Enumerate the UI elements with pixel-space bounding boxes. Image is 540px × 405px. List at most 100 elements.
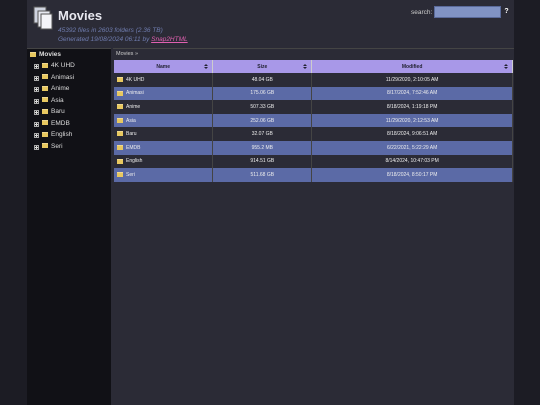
cell: 6/22/2021, 5:22:29 AM — [311, 140, 513, 155]
expand-box[interactable] — [34, 133, 39, 138]
tree-item[interactable]: Asia — [42, 97, 64, 104]
cell: 8/18/2024, 9:06:51 AM — [311, 127, 513, 141]
cell: 32.07 GB — [212, 127, 313, 141]
file-row[interactable]: EMDB 955.2 MB 6/22/2021, 5:22:29 AM — [114, 140, 513, 155]
search-label: search: — [411, 9, 433, 16]
file-row[interactable]: Baru 32.07 GB 8/18/2024, 9:06:51 AM — [114, 127, 513, 141]
cell-text: Asia — [126, 117, 136, 124]
header-row: Name Size Modified — [114, 60, 513, 73]
file-row[interactable]: Animasi 175.06 GB 8/17/2024, 7:52:46 AM — [114, 86, 513, 101]
expand-box[interactable] — [34, 75, 39, 81]
expand-box[interactable] — [34, 64, 39, 69]
cell: 11/29/2020, 2:10:05 AM — [311, 73, 513, 87]
column-header[interactable]: Modified — [311, 60, 513, 73]
cell: 511.68 GB — [212, 168, 313, 182]
tree-root[interactable]: Movies — [30, 51, 61, 58]
folder-icon — [117, 131, 123, 137]
folder-icon — [42, 108, 48, 114]
file-row[interactable]: Asia 252.06 GB 11/29/2020, 2:12:53 AM — [114, 113, 513, 128]
column-header[interactable]: Name — [114, 60, 214, 73]
file-row[interactable]: Anime 507.33 GB 8/18/2024, 1:19:18 PM — [114, 100, 513, 114]
sort-arrow — [303, 64, 308, 69]
column-header-label: Size — [257, 63, 268, 70]
expand-box[interactable] — [34, 110, 39, 115]
expand-box[interactable] — [34, 87, 39, 92]
tree-item[interactable]: Animasi — [42, 74, 74, 81]
cell: 8/18/2024, 1:19:18 PM — [311, 100, 513, 114]
cell: Baru — [114, 127, 214, 141]
cell-text: Anime — [126, 103, 141, 110]
help-button[interactable]: ? — [504, 8, 509, 15]
breadcrumb[interactable]: Movies » — [116, 51, 139, 57]
cell-text: 8/18/2024, 1:19:18 PM — [386, 103, 438, 110]
cell-text: 955.2 MB — [251, 144, 274, 151]
stats: 45392 files in 2603 folders (2.36 TB) — [58, 27, 163, 34]
logo — [33, 6, 53, 30]
sort-arrow — [204, 64, 209, 69]
tree-item[interactable]: Baru — [42, 108, 65, 115]
cell-text: 8/17/2024, 7:52:46 AM — [386, 90, 438, 97]
tree-item[interactable]: English — [42, 131, 72, 138]
cell-text: 511.68 GB — [250, 171, 275, 178]
tree-item[interactable]: 4K UHD — [42, 62, 75, 69]
cell: 914.51 GB — [212, 154, 313, 169]
folder-icon — [42, 97, 48, 103]
expand-box[interactable] — [34, 98, 39, 104]
generator-link[interactable]: Snap2HTML — [151, 36, 188, 43]
cell: 252.06 GB — [212, 113, 313, 128]
cell: 4K UHD — [114, 73, 214, 87]
cell-text: 32.07 GB — [251, 131, 273, 138]
tree-item-label: Anime — [51, 85, 70, 92]
cell-text: 11/29/2020, 2:10:05 AM — [385, 76, 439, 83]
folder-icon — [42, 131, 48, 137]
title: Movies — [58, 8, 103, 23]
cell: Seri — [114, 168, 214, 182]
column-header-label: Name — [156, 63, 170, 70]
folder-icon — [117, 172, 123, 178]
cell-text: 175.06 GB — [250, 90, 275, 97]
cell-text: 8/18/2024, 9:06:51 AM — [386, 131, 438, 138]
cell: EMDB — [114, 140, 214, 155]
cell: 11/29/2020, 2:12:53 AM — [311, 113, 513, 128]
folder-icon — [117, 104, 123, 110]
cell-text: 48.04 GB — [251, 76, 273, 83]
folder-tree — [27, 48, 111, 405]
expand-box[interactable] — [34, 144, 39, 150]
folder-icon — [30, 51, 36, 57]
folder-icon — [117, 144, 123, 150]
file-row[interactable]: 4K UHD 48.04 GB 11/29/2020, 2:10:05 AM — [114, 73, 513, 87]
sort-arrow — [504, 64, 508, 69]
cell-text: 6/22/2021, 5:22:29 AM — [386, 144, 438, 151]
file-table: Name Size Modified 4K UHD 48.04 GB 11/29/2020… — [114, 60, 513, 182]
cell-text: 8/14/2024, 10:47:03 PM — [385, 158, 439, 165]
tree-item[interactable]: Seri — [42, 143, 63, 150]
tree-item-label: Baru — [51, 108, 65, 115]
cell-text: 4K UHD — [126, 76, 145, 83]
file-row[interactable]: Seri 511.68 GB 8/18/2024, 8:50:17 PM — [114, 168, 513, 182]
tree-item-label: Animasi — [51, 73, 75, 81]
tree-item-label: EMDB — [51, 119, 70, 127]
cell-text: 8/18/2024, 8:50:17 PM — [386, 171, 438, 178]
search-input[interactable] — [434, 6, 501, 18]
file-row[interactable]: English 914.51 GB 8/14/2024, 10:47:03 PM — [114, 154, 513, 169]
cell-text: 507.33 GB — [250, 103, 275, 110]
cell: Asia — [114, 113, 214, 128]
cell: 8/17/2024, 7:52:46 AM — [311, 86, 513, 101]
cell-text: EMDB — [126, 144, 141, 151]
cell: 955.2 MB — [212, 140, 313, 155]
tree-item-label: Asia — [51, 96, 64, 104]
cell: Anime — [114, 100, 214, 114]
cell-text: English — [126, 158, 143, 165]
column-header[interactable]: Size — [212, 60, 313, 73]
cell: English — [114, 154, 214, 169]
expand-box[interactable] — [34, 121, 39, 127]
tree-item[interactable]: EMDB — [42, 120, 70, 127]
tree-item[interactable]: Anime — [42, 85, 69, 92]
folder-icon — [42, 62, 48, 68]
tree-item-label: 4K UHD — [51, 62, 75, 69]
cell-text: Animasi — [126, 90, 144, 97]
cell: 48.04 GB — [212, 73, 313, 87]
cell-text: 914.51 GB — [250, 158, 275, 165]
cell: 175.06 GB — [212, 86, 313, 101]
